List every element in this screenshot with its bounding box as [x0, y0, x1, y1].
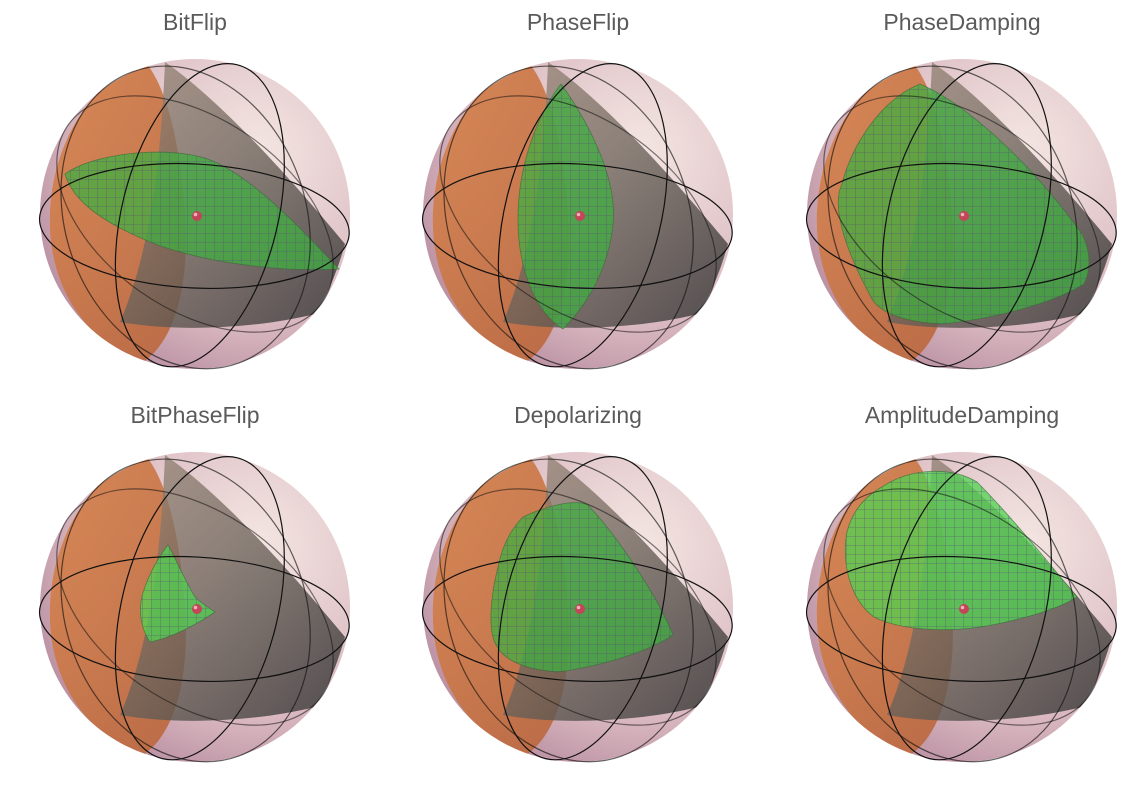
meridian-circle: [56, 95, 334, 333]
panel-bitphaseflip: BitPhaseFlip: [25, 401, 365, 776]
octant-wedge: [120, 455, 345, 721]
channel-surface: [140, 544, 216, 643]
panel-phasedamping: PhaseDamping: [792, 8, 1127, 383]
panel-title: BitFlip: [163, 9, 227, 35]
bloch-sphere: [805, 59, 1117, 370]
center-highlight: [960, 605, 965, 610]
panel-title: PhaseDamping: [883, 9, 1041, 35]
meridian-circle: [827, 458, 1078, 763]
equator-circle: [421, 555, 733, 683]
panel-bitflip: BitFlip: [25, 8, 365, 383]
meridian-circle: [497, 456, 668, 761]
meridian-circle: [823, 488, 1101, 726]
equator-circle: [805, 162, 1117, 290]
meridian-circle: [443, 65, 694, 370]
meridian-circle: [497, 63, 668, 368]
meridian-circle: [60, 458, 311, 763]
center-point: [959, 604, 969, 614]
panel-phaseflip: PhaseFlip: [408, 8, 748, 383]
center-point: [192, 211, 202, 221]
panel-title: BitPhaseFlip: [130, 402, 260, 428]
center-point: [575, 211, 585, 221]
meridian-circle: [443, 458, 694, 763]
channel-surface: [64, 151, 340, 271]
panel-title: AmplitudeDamping: [864, 402, 1060, 428]
center-highlight: [193, 212, 198, 217]
equator-circle: [805, 555, 1117, 683]
meridian-circle: [439, 95, 717, 333]
center-point: [959, 211, 969, 221]
panel-title: Depolarizing: [514, 402, 642, 428]
bloch-sphere: [805, 452, 1117, 763]
meridian-circle: [56, 488, 334, 726]
meridian-circle: [439, 488, 717, 726]
panel-depolarizing: Depolarizing: [408, 401, 748, 776]
channel-surface: [837, 83, 1090, 325]
center-highlight: [576, 212, 581, 217]
equator-circle: [38, 555, 350, 683]
bloch-sphere: [421, 59, 733, 370]
channel-surface: [490, 502, 674, 673]
meridian-circle: [881, 63, 1052, 368]
meridian-circle: [60, 65, 311, 370]
meridian-circle: [114, 63, 285, 368]
equator-circle: [421, 162, 733, 290]
equator-circle: [38, 162, 350, 290]
center-highlight: [576, 605, 581, 610]
center-point: [192, 604, 202, 614]
channel-surface: [517, 83, 614, 330]
center-highlight: [960, 212, 965, 217]
channel-surface: [844, 470, 1078, 631]
meridian-circle: [823, 95, 1101, 333]
center-point: [575, 604, 585, 614]
meridian-circle: [114, 456, 285, 761]
panel-title: PhaseFlip: [526, 9, 630, 35]
bloch-sphere: [38, 59, 350, 370]
meridian-circle: [881, 456, 1052, 761]
meridian-circle: [827, 65, 1078, 370]
bloch-sphere: [38, 452, 350, 763]
center-highlight: [193, 605, 198, 610]
bloch-sphere: [421, 452, 733, 763]
panel-amplitudedamping: AmplitudeDamping: [792, 401, 1127, 776]
